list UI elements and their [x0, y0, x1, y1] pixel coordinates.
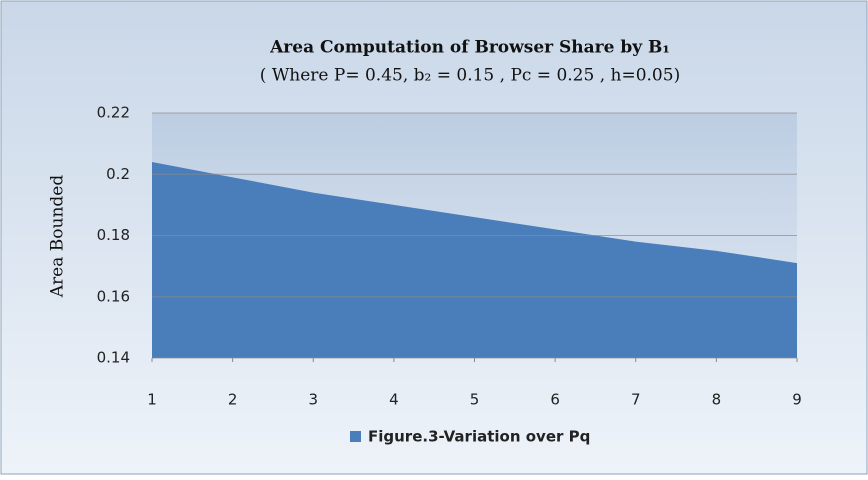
y-tick-label: 0.2	[106, 165, 130, 183]
legend-swatch	[350, 431, 361, 442]
x-tick-label: 4	[389, 391, 399, 409]
x-tick-label: 7	[631, 391, 641, 409]
y-tick-label: 0.22	[97, 104, 130, 122]
x-tick-label: 8	[712, 391, 722, 409]
legend-label: Figure.3-Variation over Pq	[368, 428, 590, 446]
x-tick-label: 2	[228, 391, 238, 409]
x-tick-label: 9	[792, 391, 802, 409]
area	[152, 162, 797, 358]
y-axis-label: Area Bounded	[48, 175, 68, 299]
y-tick-label: 0.18	[97, 226, 130, 244]
y-tick-label: 0.14	[97, 349, 130, 367]
x-tick-label: 5	[470, 391, 480, 409]
chart-subtitle: ( Where P= 0.45, b₂ = 0.15 , Pc = 0.25 ,…	[260, 66, 680, 86]
y-tick-label: 0.16	[97, 287, 130, 305]
x-tick-label: 1	[147, 391, 157, 409]
x-tick-label: 6	[550, 391, 560, 409]
x-tick-label: 3	[308, 391, 318, 409]
chart-title: Area Computation of Browser Share by B₁	[269, 38, 670, 58]
